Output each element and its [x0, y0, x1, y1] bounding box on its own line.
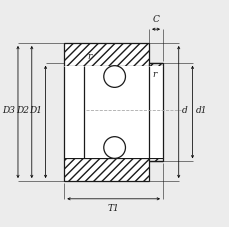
Bar — [64, 43, 148, 66]
Text: d1: d1 — [195, 106, 206, 115]
Circle shape — [103, 137, 125, 158]
Text: r: r — [87, 52, 91, 61]
Circle shape — [103, 66, 125, 87]
Text: r: r — [151, 70, 156, 79]
Bar — [148, 63, 162, 66]
Bar — [64, 158, 148, 181]
Text: D2: D2 — [16, 106, 29, 115]
Text: C: C — [152, 15, 159, 24]
Text: D3: D3 — [2, 106, 15, 115]
Bar — [148, 158, 162, 161]
Text: D1: D1 — [30, 106, 42, 115]
Bar — [64, 66, 148, 158]
Text: d: d — [181, 106, 187, 115]
Text: T1: T1 — [107, 204, 119, 213]
Bar — [148, 66, 162, 158]
